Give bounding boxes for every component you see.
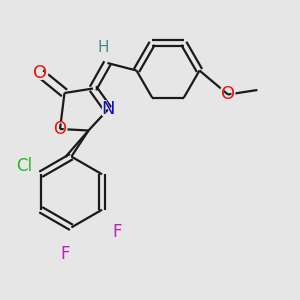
- Text: H: H: [96, 39, 111, 57]
- Text: N: N: [101, 100, 115, 118]
- Text: F: F: [59, 245, 72, 264]
- Text: Cl: Cl: [16, 157, 33, 175]
- Text: O: O: [52, 119, 68, 139]
- Text: N: N: [99, 100, 117, 119]
- Text: F: F: [61, 245, 70, 263]
- Text: H: H: [98, 40, 109, 56]
- Text: F: F: [110, 222, 124, 241]
- Text: O: O: [32, 64, 49, 83]
- Text: O: O: [53, 120, 67, 138]
- Text: O: O: [33, 64, 48, 82]
- Text: O: O: [221, 85, 235, 103]
- Text: O: O: [219, 85, 237, 104]
- Text: F: F: [112, 223, 122, 241]
- Text: Cl: Cl: [14, 156, 35, 176]
